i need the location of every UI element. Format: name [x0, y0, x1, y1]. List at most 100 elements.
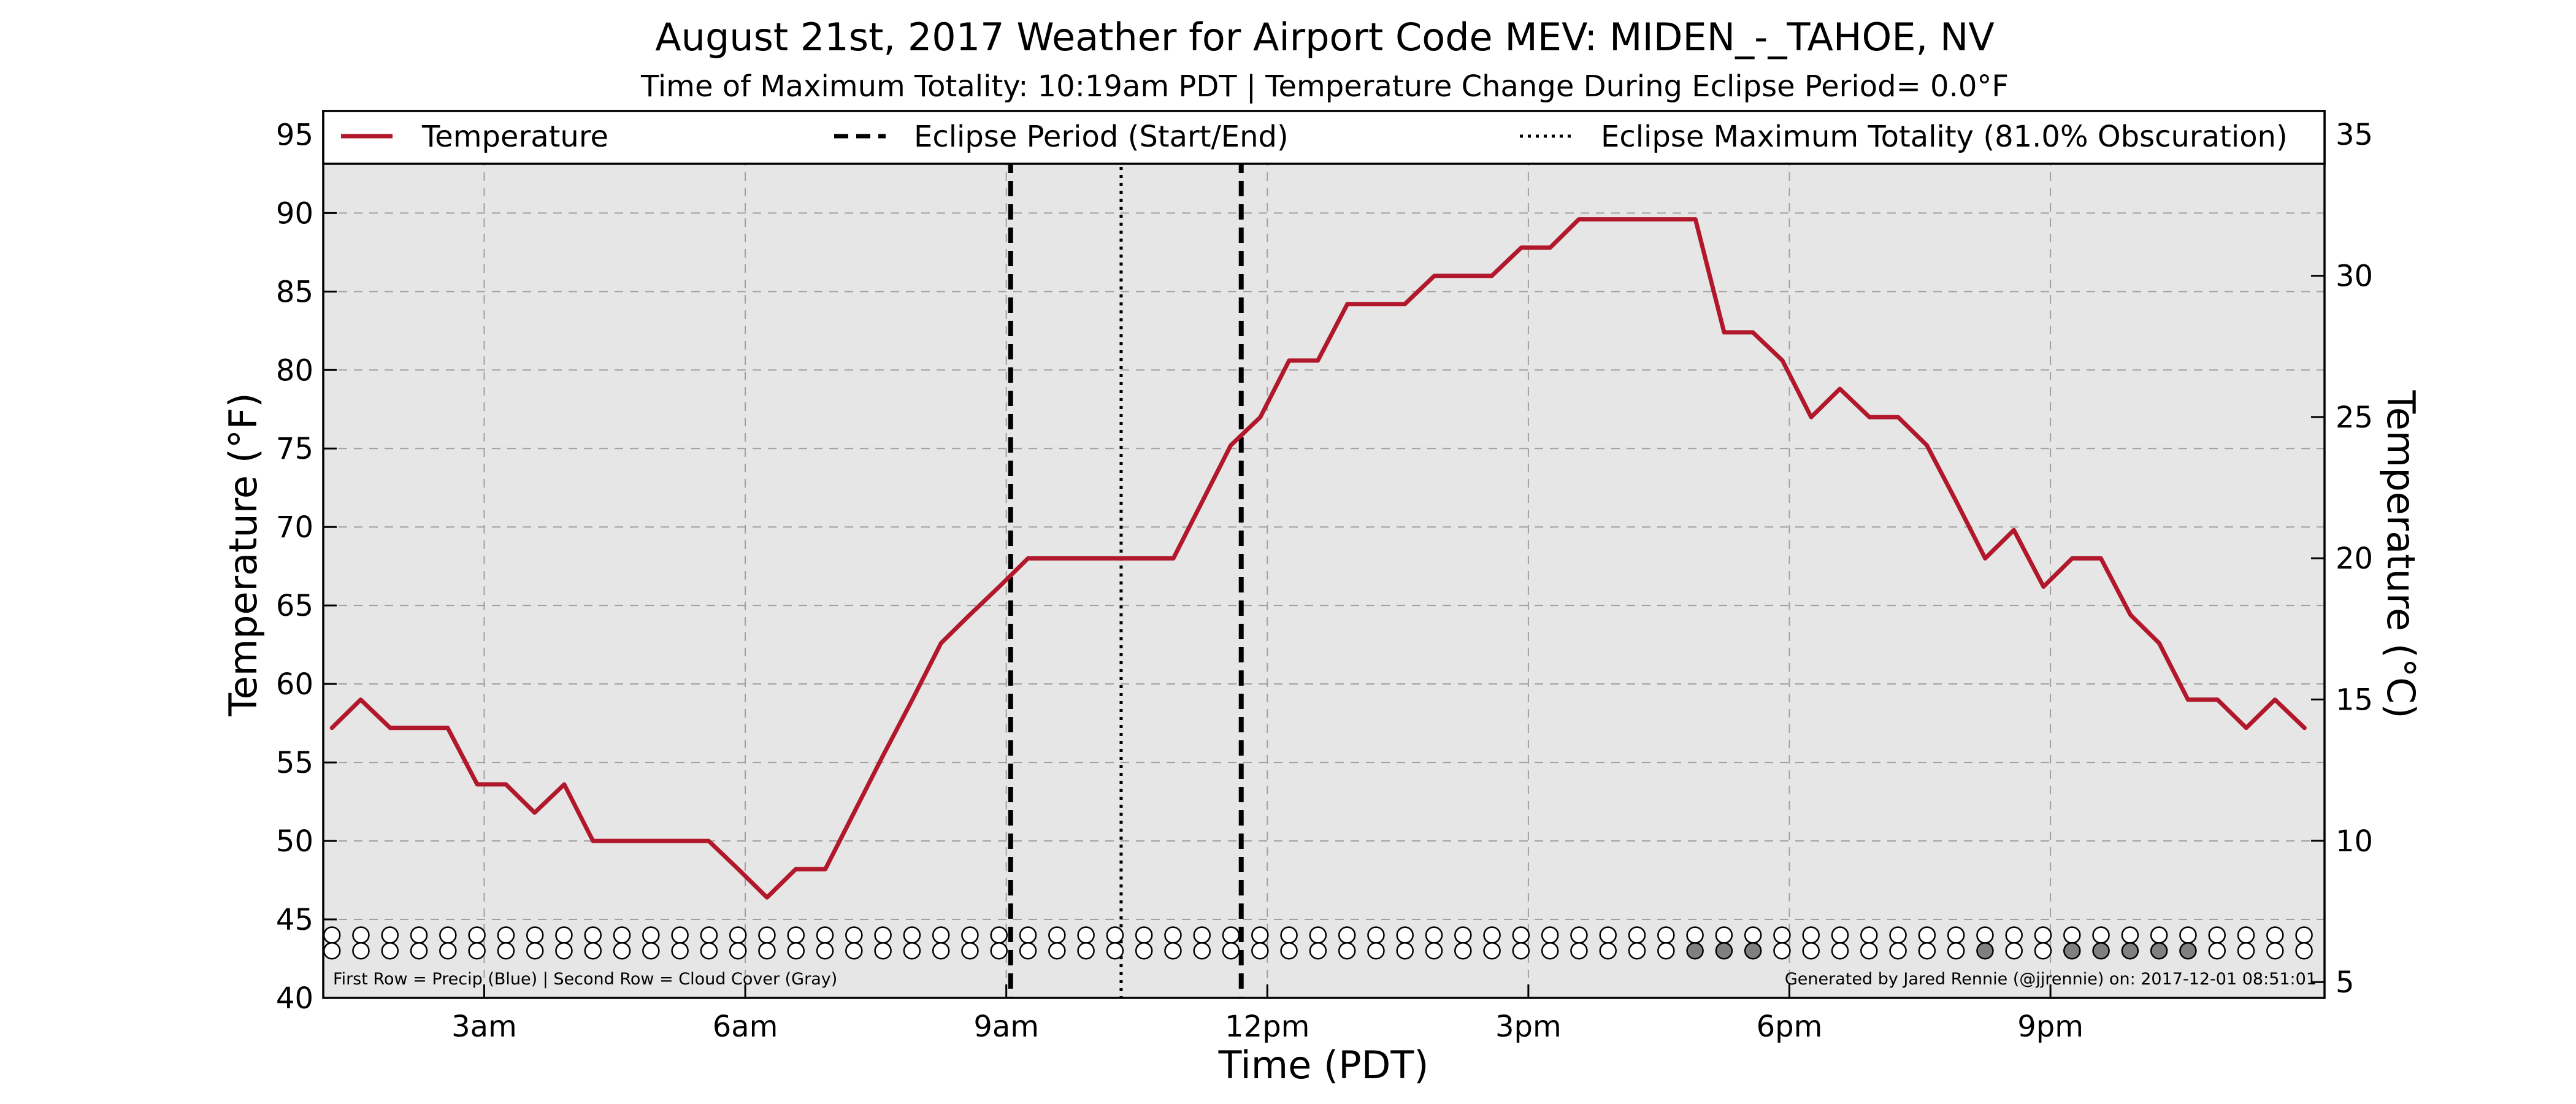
- y-right-tick-label: 20: [2336, 542, 2373, 576]
- cloud-cover-dot: [1077, 941, 1095, 960]
- y-tick-label: 45: [276, 903, 313, 937]
- cloud-cover-dot: [671, 941, 689, 960]
- cloud-cover-dot: [1193, 941, 1211, 960]
- precip-dot: [2237, 926, 2255, 944]
- cloud-cover-dot: [323, 941, 341, 960]
- y-tick-label: 65: [276, 589, 313, 623]
- precip-dot: [1106, 926, 1124, 944]
- x-tick-label: 3pm: [1495, 1010, 1562, 1044]
- cloud-cover-dot: [381, 941, 399, 960]
- precip-dot: [410, 926, 428, 944]
- precip-dot: [671, 926, 689, 944]
- cloud-cover-dot: [613, 941, 631, 960]
- cloud-cover-dot: [2295, 941, 2313, 960]
- y-tick-label: 55: [276, 746, 313, 780]
- cloud-cover-dot: [2005, 941, 2023, 960]
- x-axis-ticks: 3am 6am 9am 12pm 3pm 6pm 9pm: [451, 111, 2083, 1044]
- cloud-cover-dot: [903, 941, 921, 960]
- precip-dot: [1222, 926, 1240, 944]
- x-tick-label: 6am: [713, 1010, 778, 1044]
- precip-dot: [1976, 926, 1994, 944]
- precip-dot: [932, 926, 950, 944]
- legend-label-eclipse-period: Eclipse Period (Start/End): [914, 120, 1289, 154]
- precip-dot: [1628, 926, 1646, 944]
- cloud-cover-dot: [1222, 941, 1240, 960]
- precip-dot: [1164, 926, 1182, 944]
- precip-dot: [1077, 926, 1095, 944]
- y-right-tick-label: 10: [2336, 824, 2373, 859]
- y-tick-label: 40: [276, 981, 313, 1016]
- cloud-cover-dot: [1454, 941, 1472, 960]
- precip-dot: [2005, 926, 2023, 944]
- precip-dot: [1860, 926, 1878, 944]
- y-axis-label: Temperature (°F): [221, 393, 266, 716]
- cloud-cover-dot: [555, 941, 573, 960]
- precip-dot: [1396, 926, 1414, 944]
- cloud-cover-dot: [1019, 941, 1037, 960]
- precip-dot: [758, 926, 776, 944]
- cloud-cover-dot: [1425, 941, 1443, 960]
- cloud-cover-dot: [584, 941, 602, 960]
- y-tick-label: 75: [276, 432, 313, 466]
- dot-rows-note: First Row = Precip (Blue) | Second Row =…: [333, 970, 837, 989]
- cloud-cover-dot: [1483, 941, 1501, 960]
- y-axis-right-label: Temperature (°C): [2379, 389, 2423, 718]
- y-tick-label: 80: [276, 353, 313, 388]
- legend-label-temperature: Temperature: [421, 120, 608, 154]
- precip-dot: [874, 926, 892, 944]
- cloud-cover-dot: [932, 941, 950, 960]
- precip-dot: [2179, 926, 2197, 944]
- precip-dot: [1570, 926, 1588, 944]
- cloud-cover-dot: [1686, 941, 1704, 960]
- precip-cloud-dots: [323, 926, 2313, 960]
- cloud-cover-dot: [1715, 941, 1733, 960]
- cloud-cover-dot: [729, 941, 747, 960]
- precip-dot: [2150, 926, 2168, 944]
- precip-dot: [584, 926, 602, 944]
- y-right-tick-label: 30: [2336, 259, 2373, 294]
- cloud-cover-dot: [1570, 941, 1588, 960]
- precip-dot: [1135, 926, 1153, 944]
- cloud-cover-dot: [1309, 941, 1327, 960]
- cloud-cover-dot: [1512, 941, 1530, 960]
- precip-dot: [1686, 926, 1704, 944]
- cloud-cover-dot: [2208, 941, 2226, 960]
- cloud-cover-dot: [1106, 941, 1124, 960]
- cloud-cover-dot: [700, 941, 718, 960]
- legend: Temperature Eclipse Period (Start/End) E…: [322, 110, 2326, 165]
- cloud-cover-dot: [1541, 941, 1559, 960]
- precip-dot: [1251, 926, 1269, 944]
- precip-dot: [2034, 926, 2052, 944]
- cloud-cover-dot: [1657, 941, 1675, 960]
- precip-dot: [700, 926, 718, 944]
- cloud-cover-dot: [497, 941, 515, 960]
- y-right-tick-label: 5: [2336, 965, 2355, 1000]
- precip-dot: [1309, 926, 1327, 944]
- chart-subtitle: Time of Maximum Totality: 10:19am PDT | …: [640, 69, 2009, 104]
- cloud-cover-dot: [1396, 941, 1414, 960]
- precip-dot: [1048, 926, 1066, 944]
- precip-dot: [526, 926, 544, 944]
- cloud-cover-dot: [1918, 941, 1936, 960]
- precip-dot: [1425, 926, 1443, 944]
- cloud-cover-dot: [1802, 941, 1820, 960]
- precip-dot: [613, 926, 631, 944]
- cloud-cover-dot: [2266, 941, 2284, 960]
- precip-dot: [352, 926, 370, 944]
- precip-dot: [1541, 926, 1559, 944]
- legend-label-eclipse-max: Eclipse Maximum Totality (81.0% Obscurat…: [1601, 120, 2288, 154]
- precip-dot: [1483, 926, 1501, 944]
- legend-item-temperature: Temperature: [341, 120, 608, 154]
- cloud-cover-dot: [1338, 941, 1356, 960]
- cloud-cover-dot: [2121, 941, 2139, 960]
- cloud-cover-dot: [1251, 941, 1269, 960]
- precip-dot: [1657, 926, 1675, 944]
- y-tick-label: 50: [276, 824, 313, 859]
- x-axis-label: Time (PDT): [1218, 1043, 1429, 1087]
- y-axis-right-ticks: 5 10 15 20 25 30 35: [2311, 118, 2373, 1000]
- cloud-cover-dot: [816, 941, 834, 960]
- x-tick-label: 3am: [451, 1010, 517, 1044]
- cloud-cover-dot: [1135, 941, 1153, 960]
- precip-dot: [845, 926, 863, 944]
